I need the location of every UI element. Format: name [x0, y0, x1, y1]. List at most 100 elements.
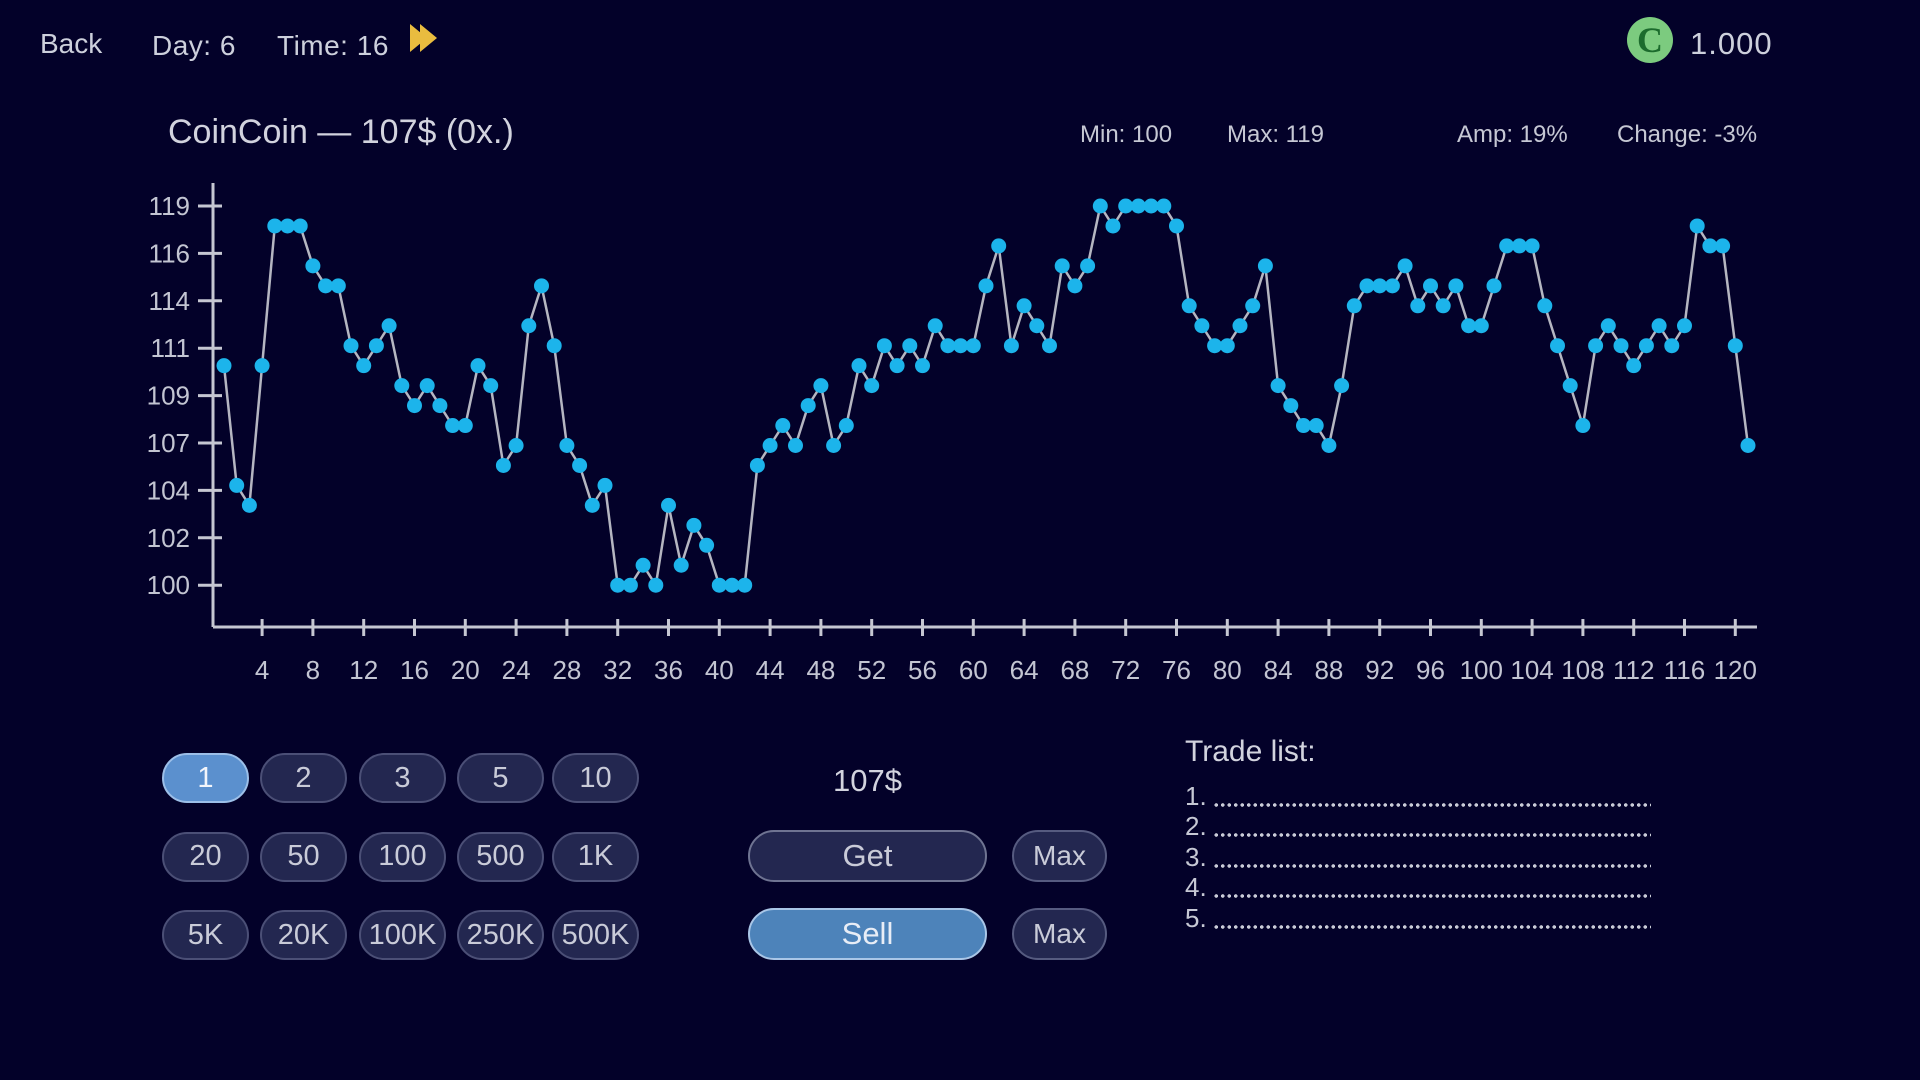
price-point	[1346, 298, 1362, 314]
x-tick-label: 8	[306, 655, 320, 685]
get-button[interactable]: Get	[748, 830, 987, 882]
price-point	[775, 418, 791, 434]
x-tick-label: 84	[1264, 655, 1293, 685]
price-point	[1105, 218, 1121, 234]
back-button[interactable]: Back	[40, 28, 103, 59]
quantity-button-20K[interactable]: 20K	[260, 910, 347, 960]
quantity-button-10[interactable]: 10	[552, 753, 639, 803]
x-tick-label: 48	[806, 655, 835, 685]
price-point	[267, 218, 283, 234]
price-point	[1423, 278, 1438, 294]
quantity-button-100[interactable]: 100	[359, 831, 446, 882]
trade-list-item-leader	[1212, 893, 1651, 899]
quantity-button-50[interactable]: 50	[260, 831, 347, 882]
y-tick-label: 111	[150, 333, 190, 363]
price-point	[470, 358, 486, 374]
price-point	[749, 457, 765, 473]
price-point	[1029, 318, 1045, 334]
fast-forward-button[interactable]	[410, 22, 450, 54]
trade-list-item-leader	[1212, 923, 1651, 930]
price-point	[1334, 378, 1350, 394]
price-point	[876, 338, 892, 354]
price-point	[838, 418, 854, 434]
x-tick-label: 64	[1010, 655, 1039, 685]
price-point	[889, 358, 905, 374]
x-tick-label: 112	[1613, 655, 1654, 685]
price-point	[508, 437, 524, 453]
price-point	[419, 378, 435, 394]
price-point	[1296, 418, 1311, 434]
stat-amp: Amp: 19%	[1457, 121, 1568, 148]
price-point	[1080, 258, 1096, 274]
price-point	[1372, 278, 1388, 294]
quantity-button-1K[interactable]: 1K	[552, 831, 639, 882]
quantity-button-5[interactable]: 5	[457, 753, 544, 803]
price-point	[1042, 338, 1057, 354]
price-point	[1067, 278, 1083, 294]
price-point	[1638, 338, 1654, 354]
price-point	[356, 358, 372, 374]
price-point	[1715, 238, 1731, 254]
price-point	[788, 437, 803, 453]
trade-list-item: 2.	[1185, 811, 1651, 843]
sell-max-button[interactable]: Max	[1012, 908, 1107, 960]
quantity-button-500K[interactable]: 500K	[552, 910, 639, 960]
fast-forward-icon	[420, 24, 437, 52]
price-point	[1486, 278, 1502, 294]
price-point	[1308, 418, 1324, 434]
price-point	[534, 278, 549, 294]
price-point	[1283, 398, 1299, 414]
price-point	[1461, 318, 1477, 334]
trade-list-item-number: 1.	[1185, 780, 1207, 811]
price-point	[1169, 218, 1184, 234]
price-point	[229, 477, 245, 493]
price-point	[1524, 238, 1540, 254]
x-tick-label: 20	[451, 655, 480, 685]
quantity-button-2[interactable]: 2	[260, 753, 347, 803]
price-point	[1600, 318, 1616, 334]
quantity-button-5K[interactable]: 5K	[162, 910, 249, 960]
price-point	[711, 577, 727, 593]
price-point	[1130, 198, 1146, 214]
sell-button[interactable]: Sell	[748, 908, 987, 960]
y-tick-label: 104	[147, 475, 190, 505]
price-point	[1588, 338, 1604, 354]
quantity-button-20[interactable]: 20	[162, 831, 249, 882]
quantity-button-500[interactable]: 500	[457, 831, 544, 882]
x-tick-label: 108	[1561, 655, 1604, 685]
price-point	[1143, 198, 1159, 214]
chart-title: CoinCoin — 107$ (0x.)	[168, 113, 514, 151]
quantity-button-3[interactable]: 3	[359, 753, 446, 803]
price-point	[1321, 437, 1337, 453]
x-tick-label: 96	[1416, 655, 1445, 685]
trade-list-item: 1.	[1185, 781, 1651, 812]
x-tick-label: 52	[857, 655, 886, 685]
price-point	[1613, 338, 1629, 354]
x-tick-label: 12	[349, 655, 378, 685]
x-tick-label: 44	[756, 655, 785, 685]
price-point	[394, 378, 410, 394]
quantity-button-100K[interactable]: 100K	[359, 910, 446, 960]
get-max-button[interactable]: Max	[1012, 830, 1107, 882]
price-point	[559, 437, 575, 453]
price-point	[1664, 338, 1680, 354]
quantity-button-1[interactable]: 1	[162, 753, 249, 803]
stat-max: Max: 119	[1227, 121, 1324, 148]
trade-list-item-leader	[1212, 862, 1651, 869]
price-point	[318, 278, 334, 294]
price-point	[1232, 318, 1248, 334]
price-point	[1118, 198, 1134, 214]
balance-amount: 1.000	[1690, 26, 1773, 61]
x-tick-label: 92	[1365, 655, 1394, 685]
x-tick-label: 32	[603, 655, 632, 685]
day-label: Day: 6	[152, 30, 236, 61]
price-point	[1219, 338, 1235, 354]
price-point	[457, 418, 473, 434]
price-point	[1270, 378, 1286, 394]
price-point	[915, 358, 930, 374]
price-point	[1384, 278, 1400, 294]
quantity-button-250K[interactable]: 250K	[457, 910, 544, 960]
price-point	[381, 318, 397, 334]
y-tick-label: 109	[147, 381, 190, 411]
price-point	[1677, 318, 1692, 334]
